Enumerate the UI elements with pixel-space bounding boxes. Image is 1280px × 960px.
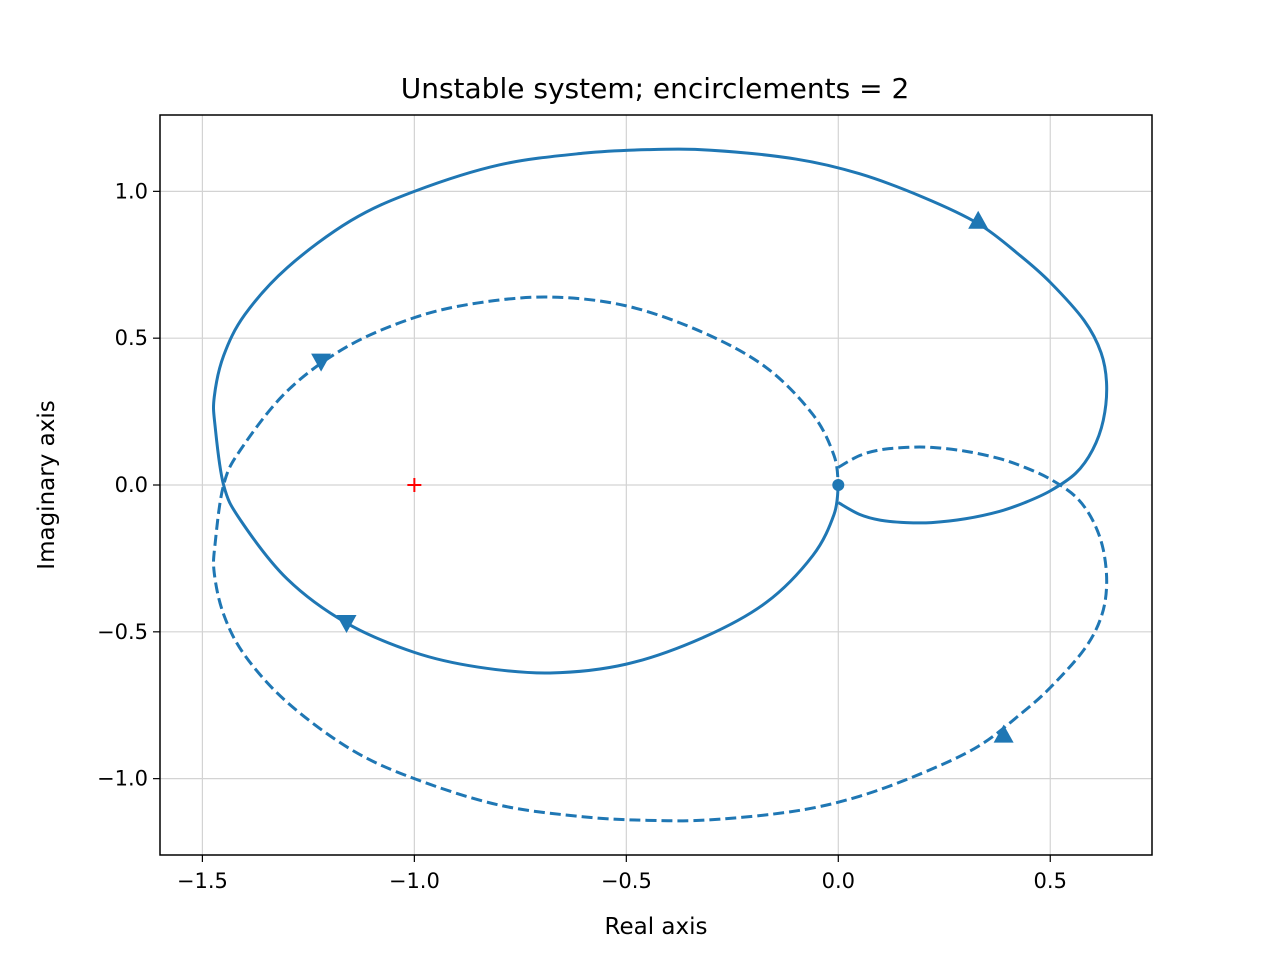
plot-area (212, 147, 1109, 823)
y-tick-label: 1.0 (115, 179, 148, 203)
x-tick-label: −1.5 (177, 869, 228, 893)
direction-arrow (968, 210, 989, 229)
y-tick-label: −0.5 (97, 620, 148, 644)
x-tick-label: 0.5 (1034, 869, 1067, 893)
x-tick-label: 0.0 (822, 869, 855, 893)
x-tick-label: −0.5 (601, 869, 652, 893)
critical-point-marker (407, 478, 422, 492)
y-tick-label: 0.0 (115, 473, 148, 497)
direction-arrow (311, 353, 332, 372)
nyquist-curve-positive-freq (212, 147, 1109, 675)
origin-marker (832, 479, 845, 491)
axes-frame (159, 114, 1153, 856)
y-axis-label: Imaginary axis (34, 400, 60, 569)
direction-arrow (336, 615, 357, 634)
x-axis-label: Real axis (605, 914, 708, 940)
grid (160, 115, 1152, 855)
x-tick-label: −1.0 (389, 869, 440, 893)
y-tick-label: −1.0 (97, 767, 148, 791)
direction-arrow (993, 724, 1014, 743)
chart-title: Unstable system; encirclements = 2 (401, 72, 910, 105)
nyquist-curve-negative-freq (212, 295, 1109, 823)
y-tick-label: 0.5 (115, 326, 148, 350)
axis-ticks: −1.5 −1.0 −0.5 0.0 0.5 −1.0 −0.5 0.0 0.5 1.0 (97, 179, 1067, 893)
